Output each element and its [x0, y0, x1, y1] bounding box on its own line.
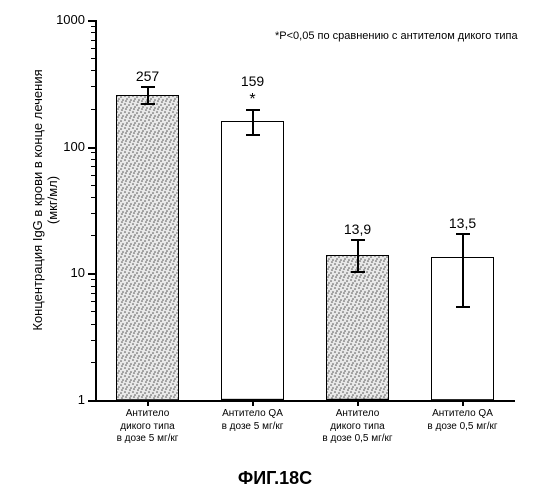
- figure-caption: ФИГ.18С: [238, 468, 312, 489]
- y-tick-label: 1: [50, 392, 85, 407]
- error-cap-top: [141, 86, 155, 88]
- x-tick: [147, 400, 149, 406]
- y-minor-tick: [91, 48, 95, 49]
- y-minor-tick: [91, 109, 95, 110]
- error-bar: [252, 109, 254, 135]
- error-cap-bottom: [351, 271, 365, 273]
- y-minor-tick: [91, 301, 95, 302]
- x-axis: [95, 400, 515, 402]
- y-tick: [88, 147, 95, 149]
- error-cap-top: [351, 239, 365, 241]
- y-tick: [88, 273, 95, 275]
- y-minor-tick: [91, 26, 95, 27]
- error-cap-top: [456, 233, 470, 235]
- y-minor-tick: [91, 159, 95, 160]
- x-category-label: Антителодикого типав дозе 0,5 мг/кг: [308, 408, 408, 446]
- y-minor-tick: [91, 40, 95, 41]
- x-tick: [252, 400, 254, 406]
- x-category-label: Антителодикого типав дозе 5 мг/кг: [98, 408, 198, 446]
- y-minor-tick: [91, 279, 95, 280]
- y-minor-tick: [91, 235, 95, 236]
- y-minor-tick: [91, 293, 95, 294]
- significance-footnote: *P<0,05 по сравнению с антителом дикого …: [275, 30, 518, 42]
- error-cap-bottom: [456, 306, 470, 308]
- x-category-label: Антитело QAв дозе 5 мг/кг: [203, 408, 303, 433]
- bar: [221, 121, 284, 400]
- y-minor-tick: [91, 32, 95, 33]
- x-tick: [462, 400, 464, 406]
- x-category-label: Антитело QAв дозе 0,5 мг/кг: [413, 408, 513, 433]
- bar-value-label: 159: [241, 73, 264, 89]
- y-tick: [88, 20, 95, 22]
- x-tick: [357, 400, 359, 406]
- y-minor-tick: [91, 324, 95, 325]
- figure-container: *P<0,05 по сравнению с антителом дикого …: [0, 0, 550, 500]
- error-bar: [357, 239, 359, 270]
- y-minor-tick: [91, 152, 95, 153]
- error-bar: [462, 233, 464, 307]
- error-cap-top: [246, 109, 260, 111]
- y-minor-tick: [91, 86, 95, 87]
- error-cap-bottom: [141, 103, 155, 105]
- y-minor-tick: [91, 362, 95, 363]
- y-axis-label: Концентрация IgG в крови в конце лечения…: [30, 10, 60, 390]
- bar: [326, 255, 389, 400]
- y-minor-tick: [91, 213, 95, 214]
- y-minor-tick: [91, 166, 95, 167]
- y-minor-tick: [91, 286, 95, 287]
- significance-star: *: [249, 91, 255, 109]
- bar: [116, 95, 179, 400]
- bar-value-label: 257: [136, 68, 159, 84]
- error-bar: [147, 86, 149, 103]
- y-tick: [88, 400, 95, 402]
- y-minor-tick: [91, 311, 95, 312]
- y-minor-tick: [91, 197, 95, 198]
- bar-value-label: 13,9: [344, 221, 371, 237]
- y-axis: [95, 20, 97, 400]
- y-minor-tick: [91, 175, 95, 176]
- y-minor-tick: [91, 185, 95, 186]
- y-minor-tick: [91, 70, 95, 71]
- y-minor-tick: [91, 340, 95, 341]
- error-cap-bottom: [246, 134, 260, 136]
- y-minor-tick: [91, 58, 95, 59]
- bar-value-label: 13,5: [449, 215, 476, 231]
